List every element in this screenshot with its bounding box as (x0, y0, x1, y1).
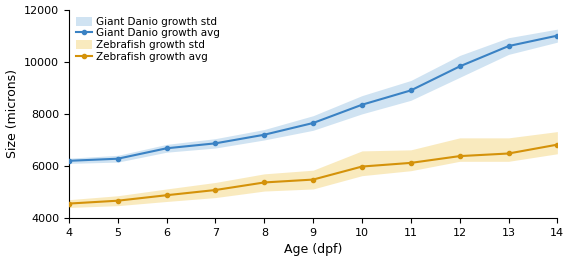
Y-axis label: Size (microns): Size (microns) (6, 69, 19, 158)
X-axis label: Age (dpf): Age (dpf) (284, 243, 343, 256)
Legend: Giant Danio growth std, Giant Danio growth avg, Zebrafish growth std, Zebrafish : Giant Danio growth std, Giant Danio grow… (74, 15, 222, 64)
